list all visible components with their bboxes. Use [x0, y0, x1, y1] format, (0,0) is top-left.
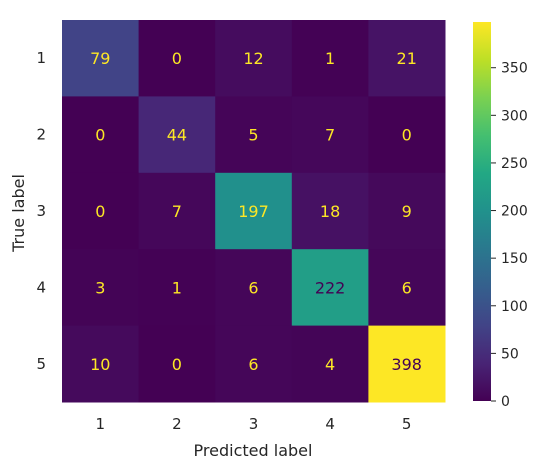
y-tick-label: 3	[36, 202, 46, 220]
cell-value-label: 79	[90, 49, 110, 68]
cell-value-label: 4	[325, 355, 335, 374]
cell-r4-c3	[215, 249, 293, 327]
x-tick-label: 1	[96, 415, 106, 433]
cell-r2-c5	[368, 96, 446, 174]
cell-r3-c1	[62, 172, 140, 250]
colorbar-tick-label: 300	[501, 108, 528, 124]
cell-r3-c4	[291, 172, 369, 250]
cell-value-labels: 79 0 12 1 21 0 44 5 7 0 0 7 197 18 9 3 1 6 222 6 10 0 6 4 398	[90, 49, 422, 374]
colorbar-ticks: 0 50 100 150 200 250 300 350	[491, 61, 528, 410]
cell-r1-c5	[368, 20, 446, 97]
cell-r5-c3	[215, 325, 293, 403]
cell-r4-c4	[291, 249, 369, 327]
colorbar-tick-label: 50	[501, 346, 519, 362]
y-axis-ticks: 1 2 3 4 5	[36, 49, 46, 373]
y-tick-label: 5	[36, 355, 46, 373]
cell-value-label: 6	[248, 355, 258, 374]
cell-r1-c4	[291, 20, 369, 97]
cell-r1-c2	[138, 20, 216, 97]
cell-value-label: 6	[248, 278, 258, 297]
cell-value-label: 10	[90, 355, 110, 374]
cell-r3-c2	[138, 172, 216, 250]
x-tick-label: 3	[249, 415, 259, 433]
cell-r4-c5	[368, 249, 446, 327]
cell-r1-c3	[215, 20, 293, 97]
cell-value-label: 44	[167, 126, 187, 145]
cell-r1-c1	[62, 20, 140, 97]
cell-value-label: 6	[402, 278, 412, 297]
cell-r5-c2	[138, 325, 216, 403]
cell-value-label: 5	[248, 126, 258, 145]
x-tick-label: 5	[402, 415, 412, 433]
cell-r4-c2	[138, 249, 216, 327]
colorbar-tick-label: 0	[501, 394, 510, 410]
cell-value-label: 0	[402, 126, 412, 145]
cell-value-label: 7	[172, 202, 182, 221]
cell-value-label: 197	[238, 202, 269, 221]
colorbar-tick-label: 100	[501, 299, 528, 315]
colorbar-tick-label: 200	[501, 204, 528, 220]
x-tick-label: 2	[172, 415, 182, 433]
cell-value-label: 398	[391, 355, 422, 374]
heatmap-cells	[62, 20, 446, 403]
cell-r5-c4	[291, 325, 369, 403]
cell-r3-c5	[368, 172, 446, 250]
cell-value-label: 18	[320, 202, 340, 221]
cell-value-label: 7	[325, 126, 335, 145]
cell-value-label: 0	[172, 355, 182, 374]
cell-value-label: 0	[95, 202, 105, 221]
cell-value-label: 9	[402, 202, 412, 221]
cell-r2-c4	[291, 96, 369, 174]
cell-value-label: 1	[172, 278, 182, 297]
y-axis-label: True label	[9, 174, 28, 253]
colorbar-tick-label: 350	[501, 61, 528, 77]
y-tick-label: 2	[36, 126, 46, 144]
cell-r4-c1	[62, 249, 140, 327]
cell-value-label: 0	[95, 126, 105, 145]
colorbar	[473, 22, 491, 401]
x-axis-label: Predicted label	[194, 441, 313, 460]
x-axis-ticks: 1 2 3 4 5	[96, 415, 412, 433]
cell-value-label: 1	[325, 49, 335, 68]
cell-r5-c5	[368, 325, 446, 403]
cell-r2-c3	[215, 96, 293, 174]
cell-r2-c2	[138, 96, 216, 174]
cell-r5-c1	[62, 325, 140, 403]
y-tick-label: 1	[36, 49, 46, 67]
cell-value-label: 0	[172, 49, 182, 68]
cell-value-label: 3	[95, 278, 105, 297]
colorbar-tick-label: 250	[501, 156, 528, 172]
cell-value-label: 12	[243, 49, 263, 68]
cell-r3-c3	[215, 172, 293, 250]
x-tick-label: 4	[325, 415, 335, 433]
cell-r2-c1	[62, 96, 140, 174]
cell-value-label: 222	[315, 278, 346, 297]
y-tick-label: 4	[36, 278, 46, 296]
cell-value-label: 21	[397, 49, 417, 68]
colorbar-tick-label: 150	[501, 251, 528, 267]
